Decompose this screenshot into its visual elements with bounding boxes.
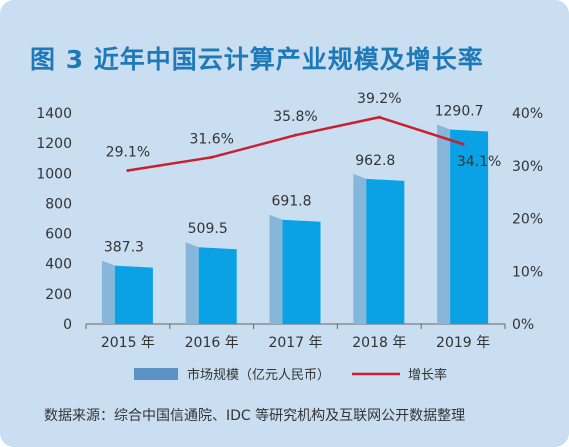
growth-rate-point: [210, 155, 214, 159]
growth-rate-label: 29.1%: [106, 144, 150, 160]
bar: [282, 219, 321, 324]
y-left-tick-label: 1000: [36, 166, 72, 182]
bar-side: [185, 242, 199, 324]
bar: [366, 178, 405, 324]
y-left-tick-label: 800: [45, 196, 72, 212]
x-tick-label: 2016 年: [185, 335, 239, 351]
chart-title: 图 3 近年中国云计算产业规模及增长率: [30, 45, 484, 74]
bar: [198, 247, 237, 324]
legend: 市场规模（亿元人民币） 增长率: [134, 367, 447, 383]
bar: [450, 129, 489, 324]
line-group: [126, 115, 465, 172]
bar-value-label: 1290.7: [435, 103, 484, 119]
y-right-tick-label: 0%: [512, 317, 534, 333]
growth-rate-label: 34.1%: [457, 154, 501, 170]
bars-group: [101, 124, 489, 324]
y-right-tick-label: 10%: [512, 264, 543, 280]
legend-swatch-bar: [134, 368, 178, 380]
bar-side: [269, 214, 283, 324]
y-left-tick-label: 200: [45, 287, 72, 303]
growth-rate-label: 39.2%: [357, 91, 401, 107]
growth-rate-point: [126, 168, 130, 172]
bar-value-label: 962.8: [355, 153, 395, 169]
y-right-tick-label: 30%: [512, 159, 543, 175]
growth-rate-point: [377, 115, 381, 119]
growth-rate-line: [127, 115, 464, 172]
y-right-tick-label: 40%: [512, 106, 543, 122]
bar-side: [353, 173, 367, 324]
axes-group: 0 200 400 600 800 1000 1200 1400 0% 10% 20% 30% 40% 2…: [36, 106, 543, 351]
growth-rate-label: 35.8%: [273, 109, 317, 125]
growth-rate-point: [461, 142, 465, 146]
source-note: 数据来源：综合中国信通院、IDC 等研究机构及互联网公开数据整理: [44, 408, 466, 424]
growth-rate-point: [294, 133, 297, 137]
bar: [114, 265, 153, 324]
data-labels-group: 387.3 509.5 691.8 962.8 1290.7 29.1% 31.6% 35.8…: [104, 91, 501, 255]
bar-value-label: 509.5: [188, 221, 228, 237]
bar-side: [437, 124, 451, 324]
bar-value-label: 387.3: [104, 240, 144, 256]
y-left-tick-label: 400: [45, 257, 72, 273]
x-tick-label: 2017 年: [268, 335, 322, 351]
y-right-tick-label: 20%: [512, 212, 543, 228]
bar-side: [101, 260, 115, 324]
x-tick-label: 2019 年: [436, 335, 490, 351]
x-tick-label: 2018 年: [352, 335, 406, 351]
y-left-tick-label: 600: [45, 227, 72, 243]
growth-rate-label: 31.6%: [189, 131, 233, 147]
bar-value-label: 691.8: [271, 194, 311, 210]
y-left-tick-label: 0: [63, 317, 72, 333]
legend-label-line: 增长率: [408, 367, 447, 383]
y-left-tick-label: 1200: [36, 136, 72, 152]
legend-label-bar: 市场规模（亿元人民币）: [187, 367, 330, 383]
x-tick-label: 2015 年: [101, 335, 155, 351]
y-left-tick-label: 1400: [36, 106, 72, 122]
